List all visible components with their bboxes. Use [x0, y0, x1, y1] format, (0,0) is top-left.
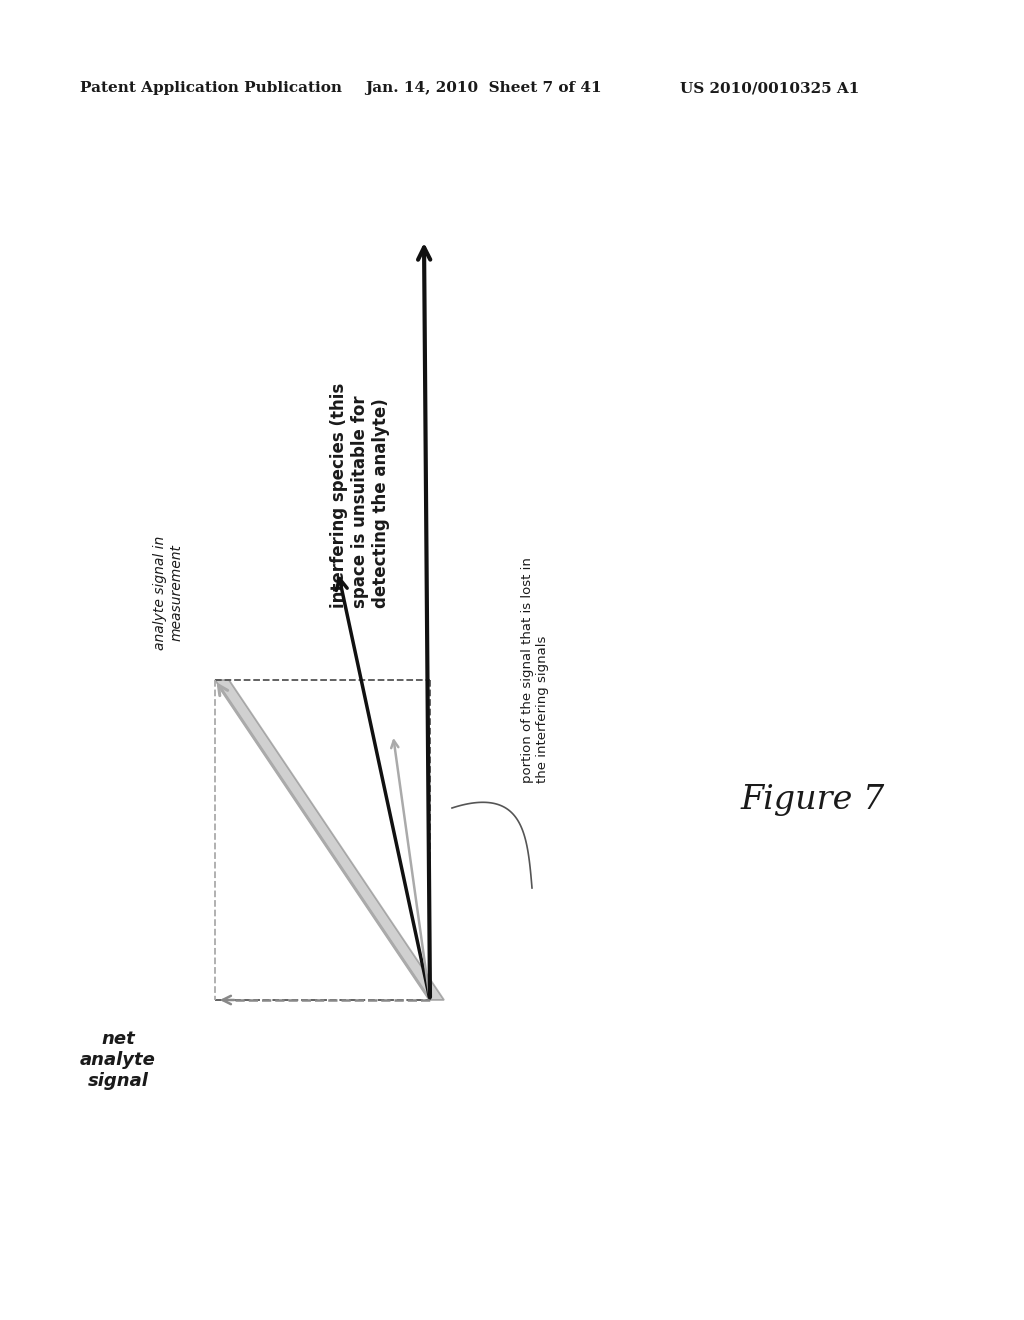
Text: portion of the signal that is lost in
the interfering signals: portion of the signal that is lost in th…: [521, 557, 549, 783]
Text: US 2010/0010325 A1: US 2010/0010325 A1: [680, 81, 859, 95]
Text: analyte signal in
measurement: analyte signal in measurement: [153, 536, 183, 649]
Polygon shape: [215, 680, 444, 1001]
Text: Patent Application Publication: Patent Application Publication: [80, 81, 342, 95]
Text: interfering species (this
space is unsuitable for
detecting the analyte): interfering species (this space is unsui…: [330, 383, 390, 607]
Text: Figure 7: Figure 7: [740, 784, 885, 816]
Text: Jan. 14, 2010  Sheet 7 of 41: Jan. 14, 2010 Sheet 7 of 41: [365, 81, 602, 95]
Text: net
analyte
signal: net analyte signal: [80, 1030, 156, 1090]
